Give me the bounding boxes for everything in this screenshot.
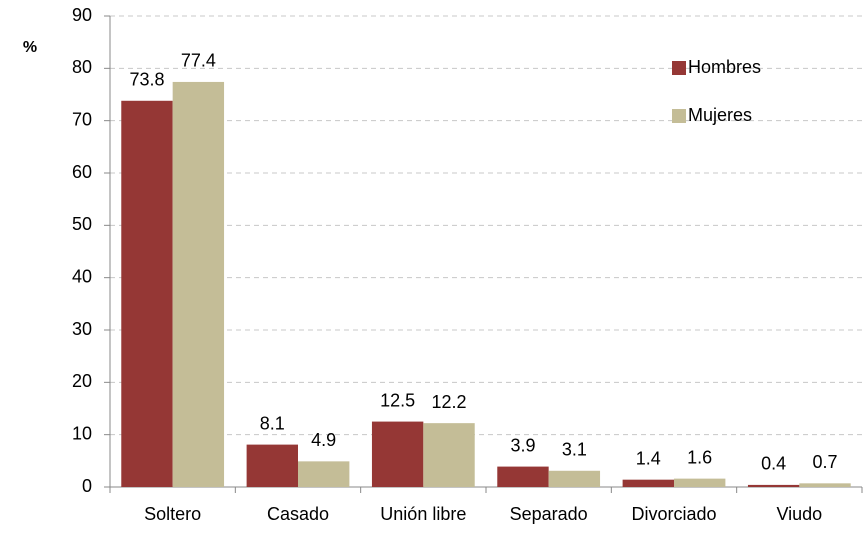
data-label: 3.1 (562, 440, 587, 460)
legend-swatch (672, 61, 686, 75)
x-tick-label: Unión libre (380, 504, 466, 524)
bar (246, 444, 298, 487)
data-label: 0.4 (761, 454, 786, 474)
y-tick-label: 0 (82, 476, 92, 496)
legend-swatch (672, 109, 686, 123)
y-tick-label: 30 (72, 319, 92, 339)
data-label: 73.8 (129, 70, 164, 90)
bar (121, 100, 173, 487)
data-label: 0.7 (813, 452, 838, 472)
legend-label: Hombres (688, 57, 761, 77)
data-label: 1.6 (687, 447, 712, 467)
data-label: 12.2 (432, 392, 467, 412)
bar (423, 423, 475, 487)
y-tick-label: 70 (72, 109, 92, 129)
bar (298, 461, 350, 487)
y-tick-label: 90 (72, 5, 92, 25)
data-label: 12.5 (380, 390, 415, 410)
x-tick-label: Casado (267, 504, 329, 524)
legend-label: Mujeres (688, 105, 752, 125)
data-label: 77.4 (181, 51, 216, 71)
data-label: 1.4 (636, 448, 661, 468)
y-tick-label: 60 (72, 162, 92, 182)
bar (799, 483, 851, 487)
y-tick-label: 10 (72, 423, 92, 443)
x-tick-label: Viudo (776, 504, 822, 524)
bar (371, 421, 424, 487)
y-tick-label: 80 (72, 57, 92, 77)
bar (548, 470, 601, 487)
bar (674, 478, 726, 487)
data-label: 3.9 (510, 435, 535, 455)
y-axis-label: % (23, 39, 37, 56)
bar (172, 81, 225, 487)
data-label: 4.9 (311, 430, 336, 450)
x-tick-label: Soltero (144, 504, 201, 524)
bar (497, 466, 549, 487)
y-tick-label: 40 (72, 266, 92, 286)
data-label: 8.1 (260, 413, 285, 433)
bar (747, 484, 800, 487)
y-tick-label: 50 (72, 214, 92, 234)
x-tick-label: Separado (510, 504, 588, 524)
y-tick-label: 20 (72, 371, 92, 391)
x-tick-label: Divorciado (631, 504, 716, 524)
bar (622, 479, 674, 487)
